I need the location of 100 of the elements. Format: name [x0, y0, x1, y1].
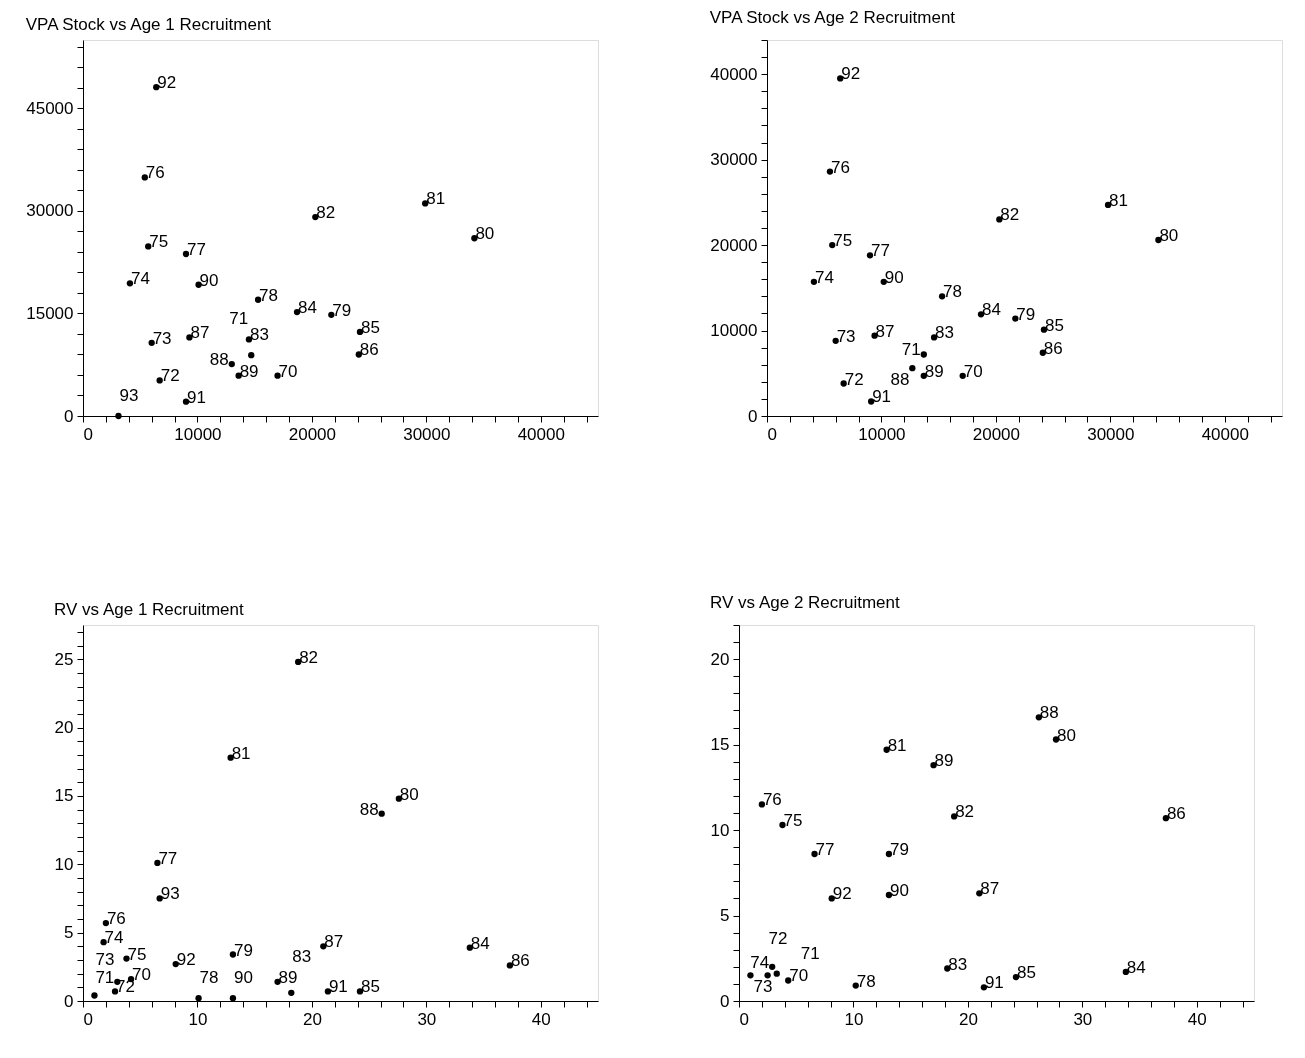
point [91, 992, 98, 999]
point [115, 412, 122, 420]
y-tick-label: 0 [748, 406, 758, 426]
annotation: 73 [836, 326, 856, 346]
y-tick-label: 20000 [710, 235, 758, 255]
annotation: 81 [1109, 190, 1128, 210]
annotation: 77 [187, 239, 206, 259]
annotation: 81 [231, 743, 251, 763]
annotation: 88 [209, 350, 229, 370]
annotation: 87 [980, 879, 1000, 899]
annotation: 86 [1166, 804, 1186, 824]
annotation: 78 [856, 971, 876, 991]
annotation: 92 [832, 884, 852, 904]
chart-title: VPA Stock vs Age 2 Recruitment [709, 8, 956, 27]
annotation: 89 [239, 361, 259, 381]
chart-title: RV vs Age 2 Recruitment [710, 593, 900, 612]
annotation: 83 [249, 325, 269, 345]
point [909, 364, 916, 372]
y-tick-label: 45000 [26, 98, 74, 118]
annotation: 71 [95, 967, 115, 987]
point [229, 995, 237, 1002]
x-tick-label: 10 [844, 1009, 864, 1029]
annotation: 70 [789, 966, 809, 986]
x-tick-label: 20 [302, 1009, 322, 1029]
annotation: 78 [199, 968, 219, 988]
x-tick-label: 10000 [858, 424, 906, 444]
annotation: 82 [299, 647, 319, 667]
annotation: 76 [762, 790, 782, 810]
annotation: 80 [1159, 225, 1179, 245]
annotation: 79 [889, 840, 909, 860]
x-tick-label: 30 [417, 1009, 437, 1029]
annotation: 75 [783, 810, 803, 830]
point [764, 972, 771, 979]
y-tick-label: 0 [720, 991, 730, 1011]
x-tick-label: 0 [767, 424, 777, 444]
point [773, 970, 780, 977]
annotation: 73 [152, 328, 172, 348]
annotation: 91 [872, 387, 892, 407]
annotation: 75 [127, 944, 147, 964]
annotation: 87 [875, 321, 895, 341]
annotation: 82 [1000, 205, 1020, 225]
y-tick-label: 15 [54, 786, 74, 806]
x-tick-label: 40 [531, 1009, 551, 1029]
annotation: 80 [399, 784, 419, 804]
y-tick-label: 20 [54, 718, 74, 738]
annotation: 84 [298, 298, 317, 318]
point [747, 972, 754, 979]
annotation: 88 [890, 370, 910, 390]
annotation: 92 [157, 73, 177, 93]
annotation: 70 [963, 361, 983, 381]
annotation: 79 [332, 300, 352, 320]
annotation: 71 [901, 340, 921, 360]
annotation: 82 [955, 802, 975, 822]
annotation: 85 [360, 977, 380, 997]
annotation: 77 [158, 848, 178, 868]
annotation: 71 [800, 943, 820, 963]
y-tick-label: 30000 [710, 150, 758, 170]
point [111, 988, 119, 995]
annotation: 80 [1057, 725, 1076, 745]
annotation: 83 [935, 323, 955, 343]
x-tick-label: 30 [1073, 1009, 1093, 1029]
x-tick-label: 40 [1187, 1009, 1207, 1029]
annotation: 88 [359, 799, 379, 819]
x-tick-label: 20000 [288, 424, 337, 444]
x-tick-label: 30000 [1087, 424, 1135, 444]
y-tick-label: 30000 [26, 201, 74, 221]
annotation: 79 [233, 940, 253, 960]
annotation: 73 [753, 977, 773, 997]
point [920, 351, 927, 358]
annotation: 74 [750, 952, 770, 972]
y-tick-label: 15000 [26, 303, 74, 323]
annotation: 83 [948, 954, 968, 974]
annotation: 90 [199, 270, 219, 290]
y-tick-label: 20 [710, 649, 730, 669]
annotation: 77 [871, 241, 890, 261]
y-tick-label: 10000 [710, 321, 758, 341]
annotation: 86 [510, 951, 530, 971]
y-tick-label: 0 [64, 406, 74, 426]
x-tick-label: 30000 [403, 424, 451, 444]
y-tick-label: 0 [64, 991, 74, 1011]
annotation: 83 [292, 946, 312, 966]
y-tick-label: 40000 [710, 64, 758, 84]
annotation: 84 [1126, 957, 1146, 977]
point [769, 963, 776, 970]
point [195, 995, 202, 1002]
x-tick-label: 0 [83, 424, 93, 444]
annotation: 91 [984, 973, 1004, 993]
y-tick-label: 15 [710, 735, 730, 755]
annotation: 78 [259, 285, 279, 305]
point [288, 989, 295, 996]
annotation: 77 [815, 840, 835, 860]
annotation: 79 [1016, 304, 1036, 324]
annotation: 85 [360, 317, 380, 337]
x-tick-label: 40000 [517, 424, 565, 444]
annotation: 92 [841, 64, 861, 84]
y-tick-label: 25 [54, 649, 74, 669]
y-tick-label: 10 [54, 854, 74, 874]
x-tick-label: 40000 [1201, 424, 1249, 444]
annotation: 85 [1044, 315, 1064, 335]
x-tick-label: 10 [188, 1009, 208, 1029]
